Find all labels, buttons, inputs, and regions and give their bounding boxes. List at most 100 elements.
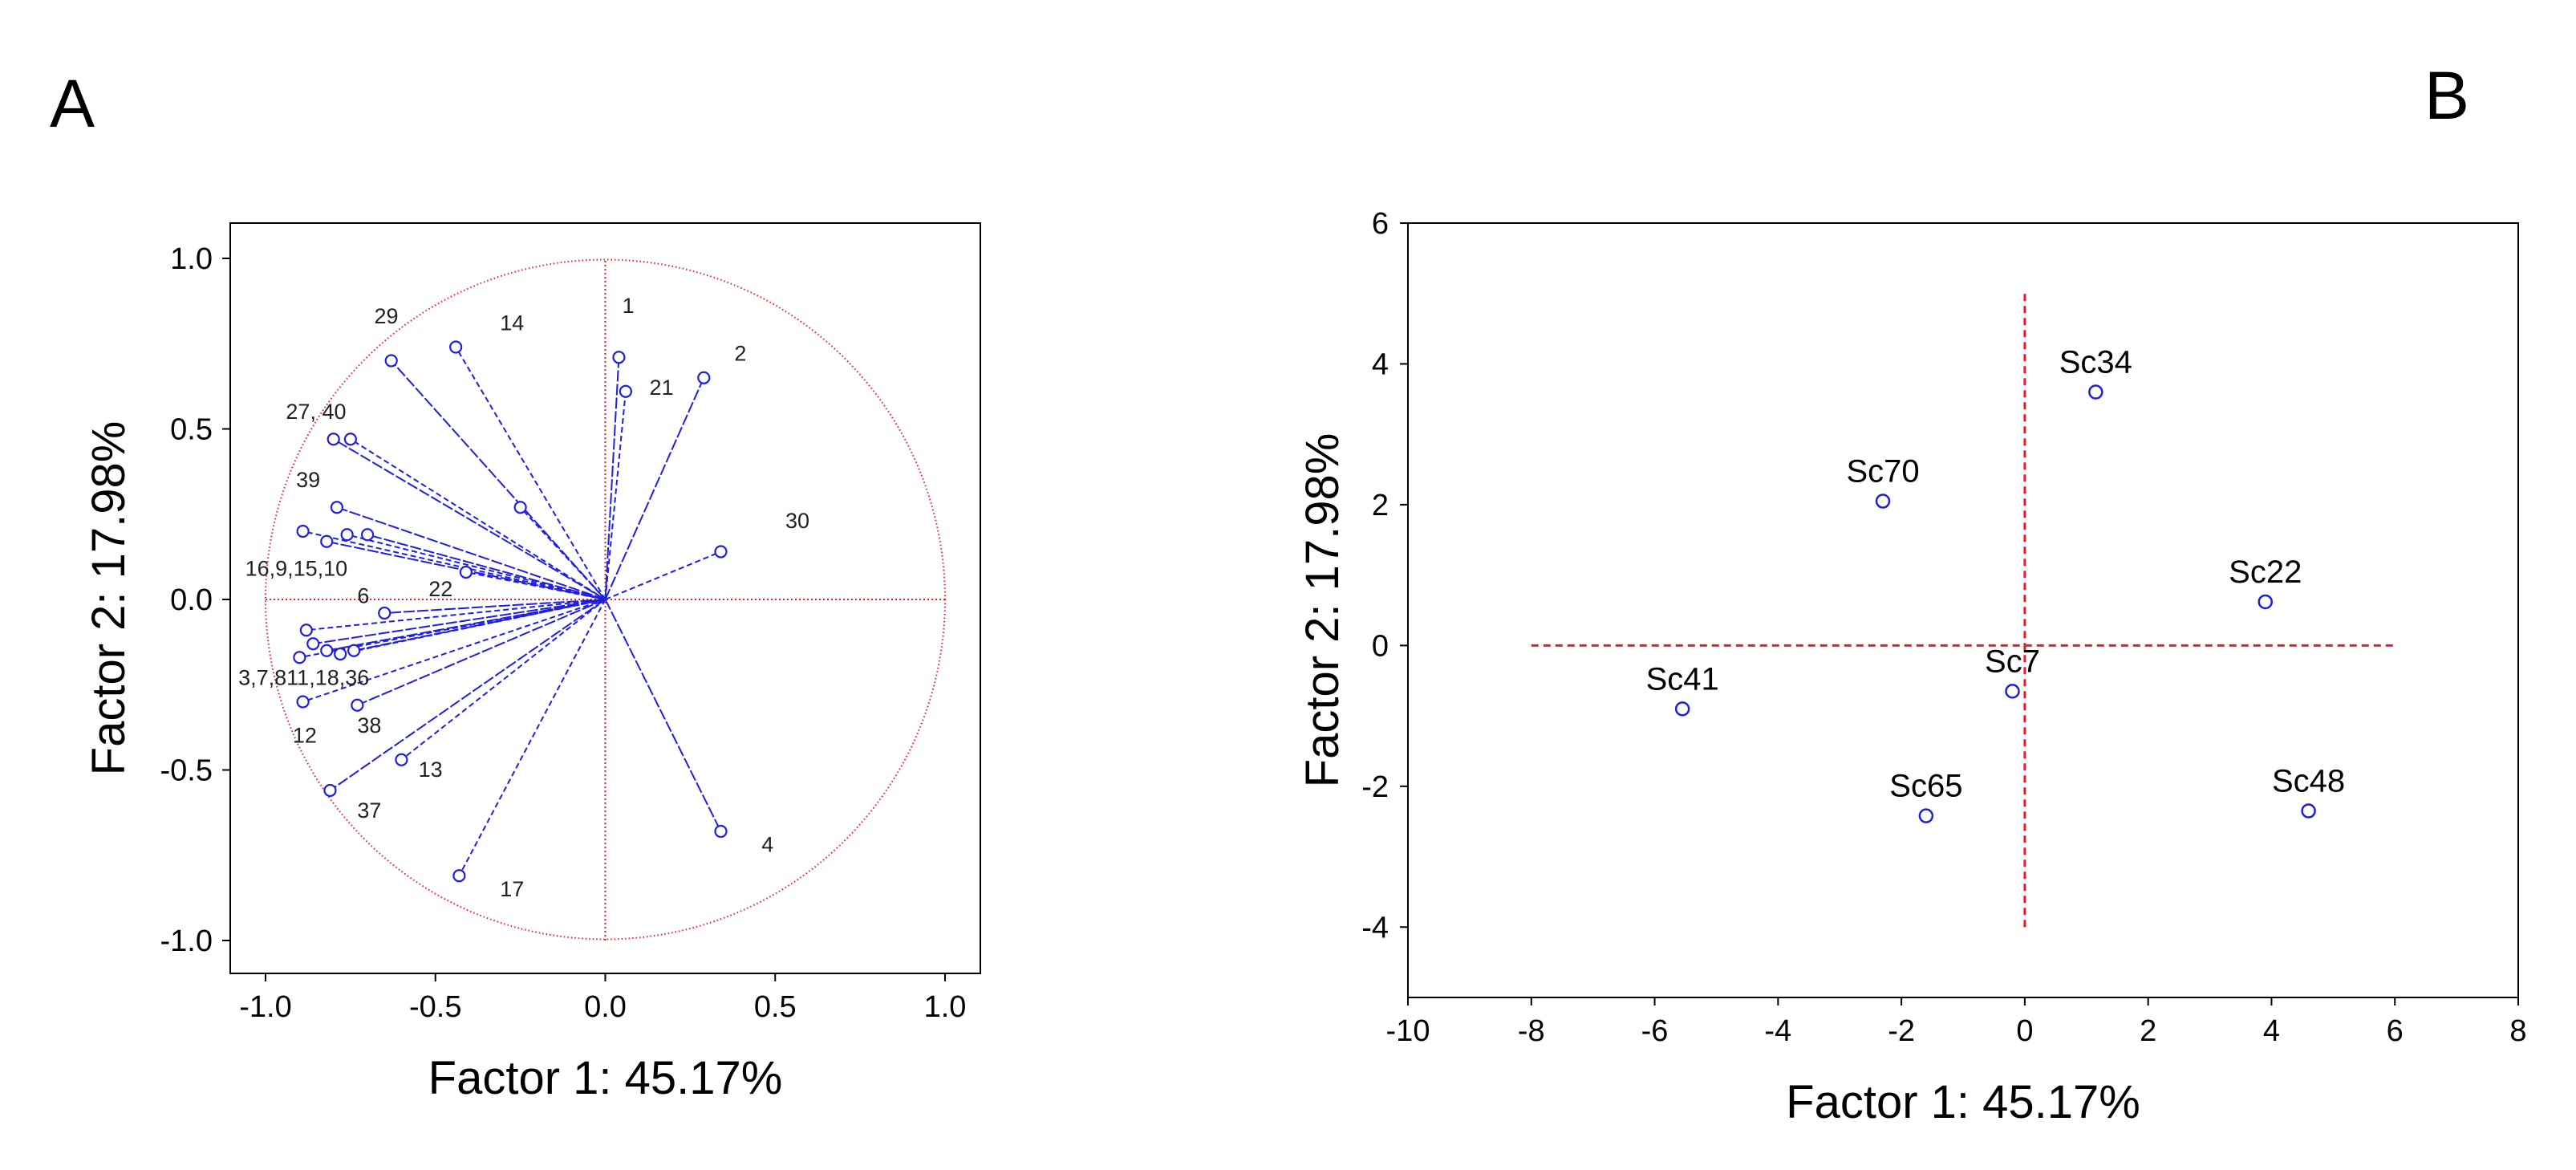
y-tick-label: -1.0 [160,924,213,958]
variable-label: 21 [650,376,674,400]
point-label: Sc34 [2059,345,2132,380]
x-tick-label: 0.5 [754,990,797,1024]
loading-vector [347,534,606,600]
variable-label: 17 [500,877,524,901]
loading-point [449,340,463,354]
y-tick-label: 0.5 [170,413,213,447]
x-tick-label: 6 [2387,1014,2404,1048]
score-point [2258,594,2274,610]
loading-plot-a: -1.0-1.0-0.5-0.50.00.00.50.51.01.0122130… [83,222,981,1104]
score-point [1674,701,1690,717]
loading-vector [329,599,606,791]
loading-point [612,351,626,364]
loading-vector [604,357,620,600]
point-label: Sc41 [1646,661,1719,697]
plot-frame [1407,222,2519,998]
variable-label: 3,7,811,18,36 [238,665,369,689]
x-tick-label: 0 [2016,1014,2033,1048]
variable-label: 14 [500,311,524,335]
loading-vector [350,438,606,600]
loading-vector [519,506,606,600]
loading-point [395,753,408,766]
loading-point [360,528,375,542]
y-tick-label: -0.5 [160,754,213,788]
y-tick-label: -4 [1361,911,1389,945]
loading-vector [400,599,606,761]
point-label: Sc7 [1985,644,2040,679]
point-label: Sc48 [2272,764,2345,799]
loading-vector [327,599,606,652]
variable-label: 22 [428,577,452,601]
loading-vector [356,599,606,706]
variable-label: 12 [293,724,317,748]
x-tick-label: -4 [1764,1014,1791,1048]
y-tick-label: 1.0 [170,242,213,276]
loading-vector [306,599,606,632]
loading-point [306,637,320,651]
variable-label: 1 [623,294,635,318]
loading-point [293,651,306,664]
x-axis-title: Factor 1: 45.17% [1786,1076,2140,1128]
loading-point [343,433,357,446]
loading-point [619,384,633,398]
score-point [2088,384,2103,400]
x-axis-title: Factor 1: 45.17% [428,1052,783,1104]
loading-point [714,545,728,559]
loading-vector [604,377,705,600]
loading-vector [353,599,606,652]
score-point [2301,803,2316,819]
loading-point [459,565,473,579]
x-tick-label: -8 [1518,1014,1545,1048]
y-axis-title: Factor 2: 17.98% [1296,433,1349,788]
loading-point [384,354,398,368]
variable-label: 39 [296,468,320,492]
loading-vector [313,599,606,645]
loading-point [697,371,711,384]
y-tick-label: 2 [1372,489,1389,522]
x-tick-label: -10 [1386,1014,1430,1048]
y-tick-label: 0 [1372,629,1389,663]
score-point [1918,808,1934,823]
y-tick-label: 0.0 [170,583,213,617]
loading-vector [604,391,627,600]
x-tick-label: 2 [2140,1014,2156,1048]
x-tick-label: -2 [1888,1014,1915,1048]
variable-label: 13 [419,758,443,782]
variable-label: 27, 40 [286,400,346,424]
panel-a-letter: A [50,66,95,141]
loading-vector [302,530,606,600]
point-label: Sc22 [2229,555,2302,590]
panel-b-letter: B [2424,58,2469,133]
loading-point [296,524,310,538]
y-tick-label: -2 [1361,770,1389,804]
loading-point [340,528,354,542]
loading-vector [367,534,606,600]
variable-label: 16,9,15,10 [245,556,348,580]
loading-point [334,647,347,661]
loading-point [320,534,334,548]
loading-vector [390,360,606,600]
variable-label: 38 [357,713,381,737]
loading-point [327,433,340,446]
variable-label: 29 [375,304,399,328]
variable-label: 4 [761,833,773,857]
loading-point [452,869,466,883]
loading-vector [302,599,606,703]
score-plot-b: -10 -8 -6 -4 -2 0 2 4 6 8 -4 -2 0 2 4 6 Sc34 Sc70 Sc22 Sc7 S… [1296,207,2527,1128]
variable-label: 2 [734,342,746,366]
loading-vector [455,346,606,600]
loading-vector [384,599,606,614]
x-tick-label: -0.5 [409,990,461,1024]
variable-label: 30 [785,509,809,533]
loading-vector [465,571,606,600]
loading-vector [604,599,722,832]
loading-point [378,606,391,620]
x-tick-label: 4 [2263,1014,2280,1048]
point-label: Sc65 [1889,769,1962,804]
loading-point [347,644,361,657]
loading-vector [458,599,606,876]
y-tick-label: 4 [1372,347,1389,381]
x-tick-label: -1.0 [239,990,291,1024]
loading-point [351,698,364,712]
